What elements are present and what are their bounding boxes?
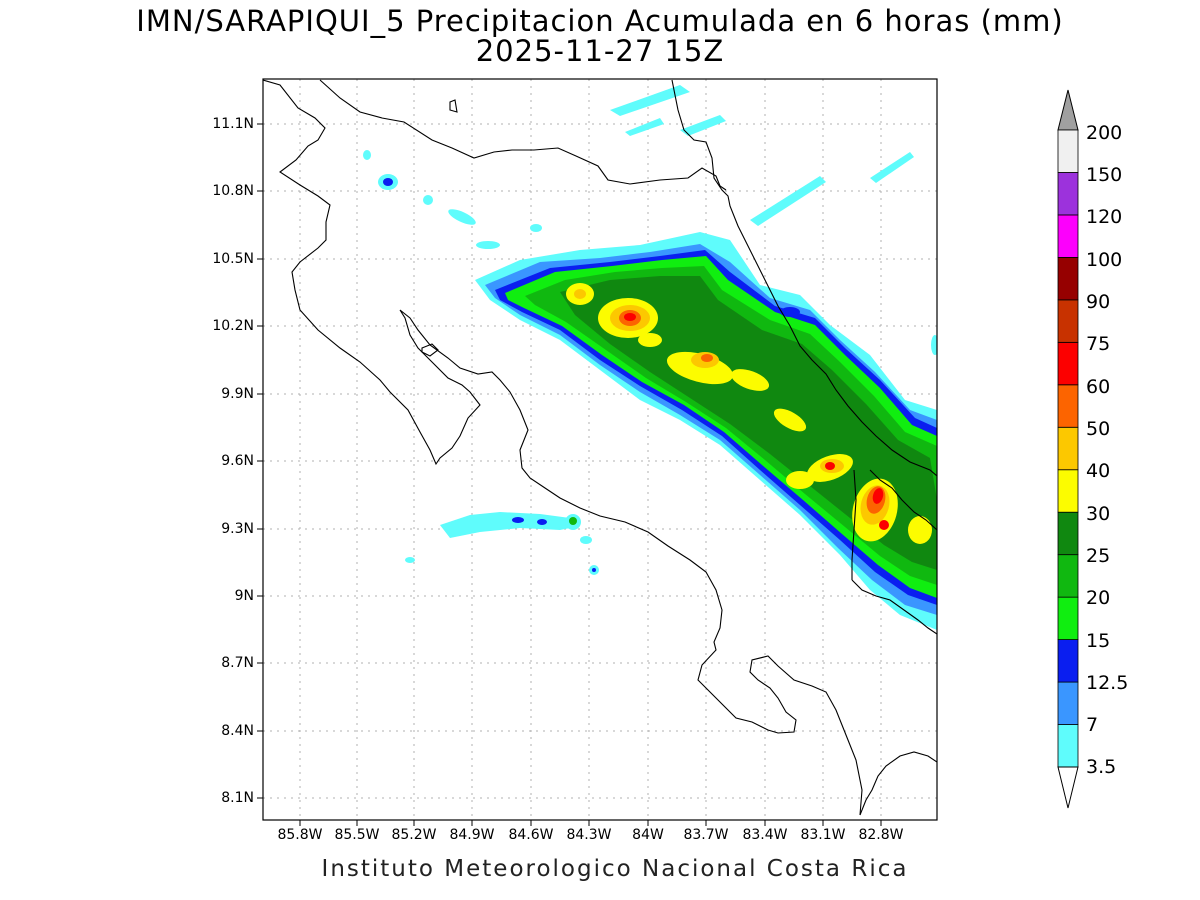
colorbar-swatch — [1057, 129, 1079, 173]
lon-label: 84.6W — [508, 827, 554, 843]
colorbar-label: 3.5 — [1086, 756, 1117, 778]
colorbar-swatch — [1057, 426, 1079, 471]
colorbar-swatch — [1057, 214, 1079, 258]
map-title: IMN/SARAPIQUI_5 Precipitacion Acumulada … — [136, 4, 1064, 38]
colorbar-swatch — [1057, 172, 1079, 216]
colorbar-swatch — [1057, 639, 1079, 683]
colorbar-label: 120 — [1086, 206, 1123, 228]
lat-label: 10.2N — [212, 318, 254, 334]
lat-label: 9.3N — [221, 521, 254, 537]
lon-label: 84.3W — [566, 827, 612, 843]
lat-label: 11.1N — [212, 116, 254, 132]
colorbar-label: 40 — [1086, 460, 1111, 482]
lon-label: 84.9W — [449, 827, 495, 843]
lat-label: 8.7N — [221, 655, 254, 671]
lat-label: 9.6N — [221, 453, 254, 469]
colorbar-label: 100 — [1086, 249, 1123, 271]
lat-label: 9.9N — [221, 386, 254, 402]
colorbar-swatch — [1057, 596, 1079, 641]
lat-label: 8.4N — [221, 723, 254, 739]
lon-label: 83.7W — [683, 827, 729, 843]
colorbar-swatch — [1057, 341, 1079, 386]
colorbar-swatch — [1057, 554, 1079, 598]
lon-label: 85.2W — [391, 827, 437, 843]
colorbar-label: 25 — [1086, 545, 1111, 567]
map-subtitle-datetime: 2025-11-27 15Z — [475, 34, 725, 68]
colorbar-top-arrow — [1057, 89, 1079, 131]
lat-label: 8.1N — [221, 790, 254, 806]
lat-label: 10.8N — [212, 183, 254, 199]
coastlines — [263, 79, 937, 816]
colorbar-swatch — [1057, 469, 1079, 513]
colorbar-bottom-arrow — [1057, 766, 1079, 809]
colorbar-label: 15 — [1086, 630, 1111, 652]
colorbar-label: 75 — [1086, 333, 1111, 355]
map-frame — [262, 78, 938, 821]
colorbar-swatch — [1057, 681, 1079, 725]
colorbar-label: 30 — [1086, 503, 1111, 525]
colorbar-label: 90 — [1086, 291, 1111, 313]
colorbar-swatch — [1057, 384, 1079, 428]
lat-label: 10.5N — [212, 251, 254, 267]
institution-footer: Instituto Meteorologico Nacional Costa R… — [321, 856, 909, 882]
lat-label: 9N — [234, 588, 254, 604]
colorbar-label: 200 — [1086, 122, 1123, 144]
lon-label: 83.1W — [800, 827, 846, 843]
lon-label: 82.8W — [858, 827, 904, 843]
lon-label: 85.8W — [277, 827, 323, 843]
colorbar-label: 60 — [1086, 376, 1111, 398]
colorbar-label: 7 — [1086, 714, 1099, 736]
colorbar-swatch — [1057, 299, 1079, 343]
colorbar-label: 50 — [1086, 418, 1111, 440]
colorbar-label: 12.5 — [1086, 672, 1129, 694]
colorbar — [1057, 89, 1079, 809]
axis-ticks — [257, 123, 882, 826]
lon-label: 83.4W — [742, 827, 788, 843]
lon-label: 85.5W — [334, 827, 380, 843]
colorbar-swatch — [1057, 724, 1079, 768]
colorbar-swatch — [1057, 256, 1079, 301]
precipitation-field — [363, 85, 937, 630]
lon-label: 84W — [632, 827, 664, 843]
colorbar-boxes — [1057, 129, 1079, 768]
colorbar-label: 150 — [1086, 164, 1123, 186]
colorbar-swatch — [1057, 511, 1079, 556]
colorbar-label: 20 — [1086, 587, 1111, 609]
